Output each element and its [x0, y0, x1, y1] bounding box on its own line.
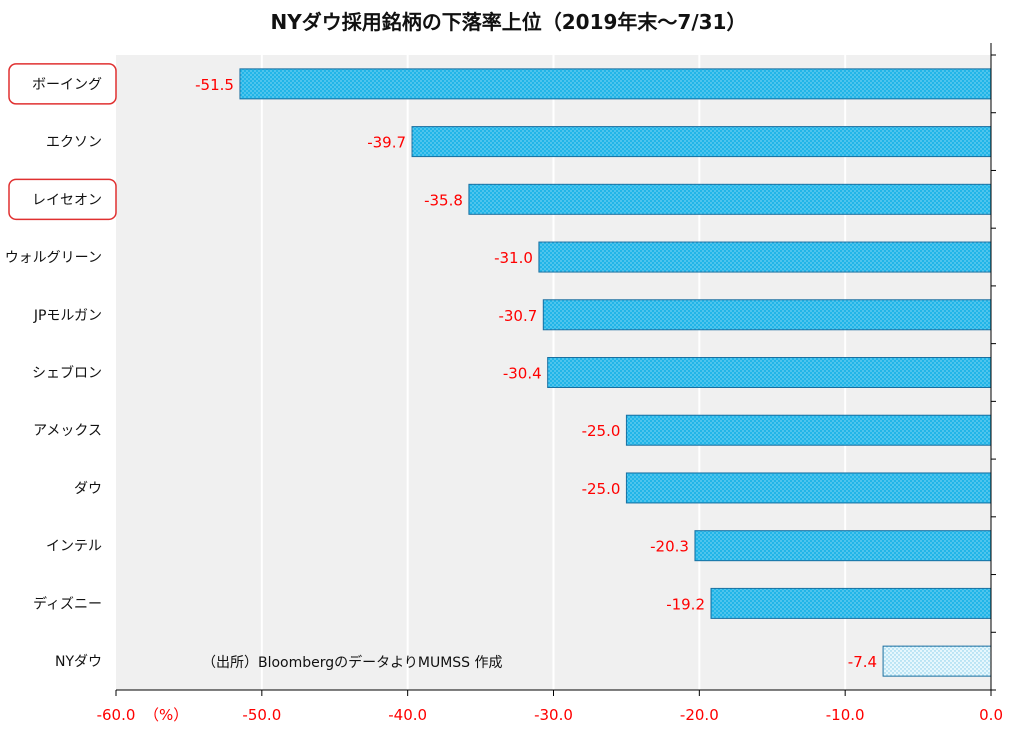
- bar-10: [882, 645, 992, 677]
- data-label-2: -35.8: [424, 191, 463, 209]
- bar-7: [625, 472, 992, 504]
- bar-9: [710, 587, 992, 619]
- category-label-1: エクソン: [46, 135, 102, 151]
- category-label-3: ウォルグリーン: [5, 250, 102, 266]
- bar-6: [625, 414, 992, 446]
- source-note: （出所）BloombergのデータよりMUMSS 作成: [202, 654, 503, 671]
- data-label-6: -25.0: [582, 422, 621, 440]
- category-label-6: アメックス: [33, 423, 102, 439]
- data-label-9: -19.2: [666, 595, 705, 613]
- data-label-8: -20.3: [650, 538, 689, 556]
- bar-0: [239, 68, 992, 100]
- bar-8: [694, 530, 992, 562]
- x-tick-label-2: -40.0: [388, 706, 427, 724]
- data-label-4: -30.7: [498, 307, 537, 325]
- data-label-5: -30.4: [503, 365, 542, 383]
- x-tick-label-0: -60.0: [97, 706, 136, 724]
- category-label-10: NYダウ: [55, 654, 102, 670]
- x-tick-label-3: -30.0: [534, 706, 573, 724]
- data-label-3: -31.0: [494, 249, 533, 267]
- category-label-8: インテル: [46, 539, 102, 555]
- labels: -51.5 ボーイング -39.7 エクソン -35.8 レイセオン -31.0 ウォルグリー…: [5, 63, 877, 671]
- x-tick-label-6: 0.0: [979, 706, 1003, 724]
- category-label-9: ディズニー: [33, 595, 102, 612]
- bar-4: [542, 299, 992, 331]
- bar-3: [538, 241, 992, 273]
- category-label-5: シェブロン: [32, 365, 102, 382]
- x-tick-label-1: -50.0: [242, 706, 281, 724]
- data-label-10: -7.4: [848, 653, 877, 671]
- data-label-0: -51.5: [195, 76, 234, 94]
- bar-2: [468, 183, 992, 215]
- category-label-4: JPモルガン: [33, 308, 102, 324]
- bars: [239, 68, 992, 677]
- category-label-7: ダウ: [74, 481, 102, 497]
- highlight-box-0: [8, 63, 117, 105]
- bar-1: [411, 126, 992, 158]
- data-label-1: -39.7: [367, 134, 406, 152]
- category-label-0: ボーイング: [32, 77, 102, 93]
- x-tick-label-4: -20.0: [680, 706, 719, 724]
- x-tick-label-5: -10.0: [826, 706, 865, 724]
- category-label-2: レイセオン: [32, 192, 102, 208]
- chart-title: NYダウ採用銘柄の下落率上位（2019年末～7/31）: [270, 10, 747, 34]
- bar-5: [547, 357, 992, 388]
- axes: -60.0 -50.0 -40.0 -30.0 -20.0 -10.0 0.0 （%）: [97, 43, 1003, 724]
- highlight-box-2: [8, 178, 117, 221]
- data-label-7: -25.0: [582, 480, 621, 498]
- x-axis-unit: （%）: [144, 706, 188, 724]
